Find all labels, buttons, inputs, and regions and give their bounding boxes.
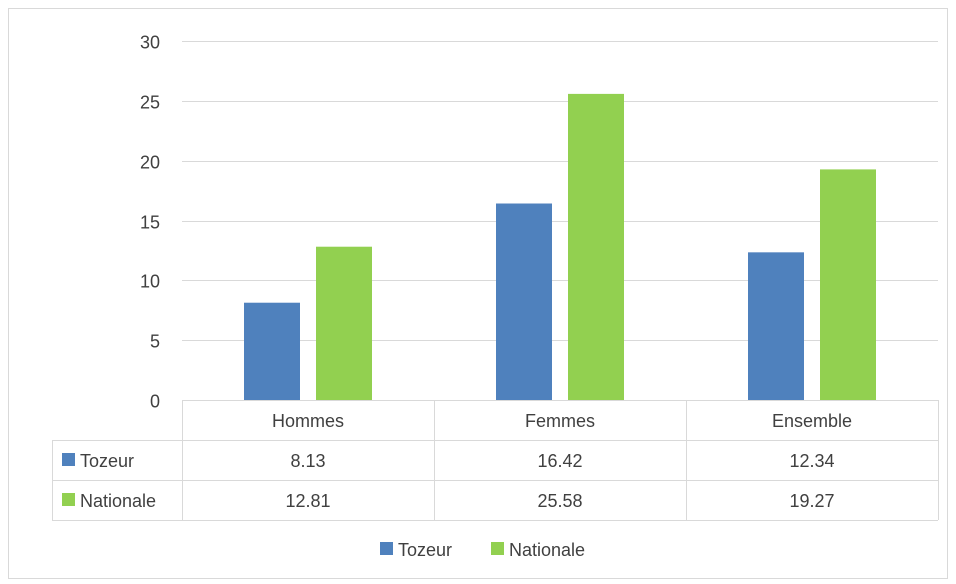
y-tick-label: 10 (140, 272, 160, 292)
y-axis: 0 5 10 15 20 25 30 (140, 33, 160, 412)
y-tick-label: 25 (140, 93, 160, 113)
bars (244, 93, 876, 400)
legend-swatch (491, 542, 504, 555)
y-tick-label: 15 (140, 213, 160, 233)
bar-tozeur-femmes (496, 203, 552, 400)
y-tick-label: 0 (150, 392, 160, 412)
category-label: Hommes (272, 411, 344, 431)
y-tick-label: 30 (140, 33, 160, 53)
table-row-key (62, 493, 75, 506)
legend-label: Tozeur (398, 540, 452, 560)
bar-nationale-hommes (316, 246, 372, 400)
bar-tozeur-hommes (244, 302, 300, 400)
category-label: Femmes (525, 411, 595, 431)
category-label: Ensemble (772, 411, 852, 431)
bar-nationale-femmes (568, 93, 624, 400)
table-cell: 8.13 (290, 451, 325, 471)
y-tick-label: 20 (140, 153, 160, 173)
table-cell: 12.34 (789, 451, 834, 471)
legend-swatch (380, 542, 393, 555)
bar-tozeur-ensemble (748, 252, 804, 400)
data-table: Hommes Femmes Ensemble Tozeur 8.13 16.42 12.34… (52, 400, 939, 521)
table-row-label: Nationale (80, 491, 156, 511)
gridlines (182, 41, 938, 341)
legend-label: Nationale (509, 540, 585, 560)
table-row-key (62, 453, 75, 466)
table-cell: 12.81 (285, 491, 330, 511)
y-tick-label: 5 (150, 332, 160, 352)
legend: Tozeur Nationale (380, 540, 585, 560)
table-cell: 19.27 (789, 491, 834, 511)
table-cell: 25.58 (537, 491, 582, 511)
table-row-label: Tozeur (80, 451, 134, 471)
bar-nationale-ensemble (820, 169, 876, 400)
table-cell: 16.42 (537, 451, 582, 471)
